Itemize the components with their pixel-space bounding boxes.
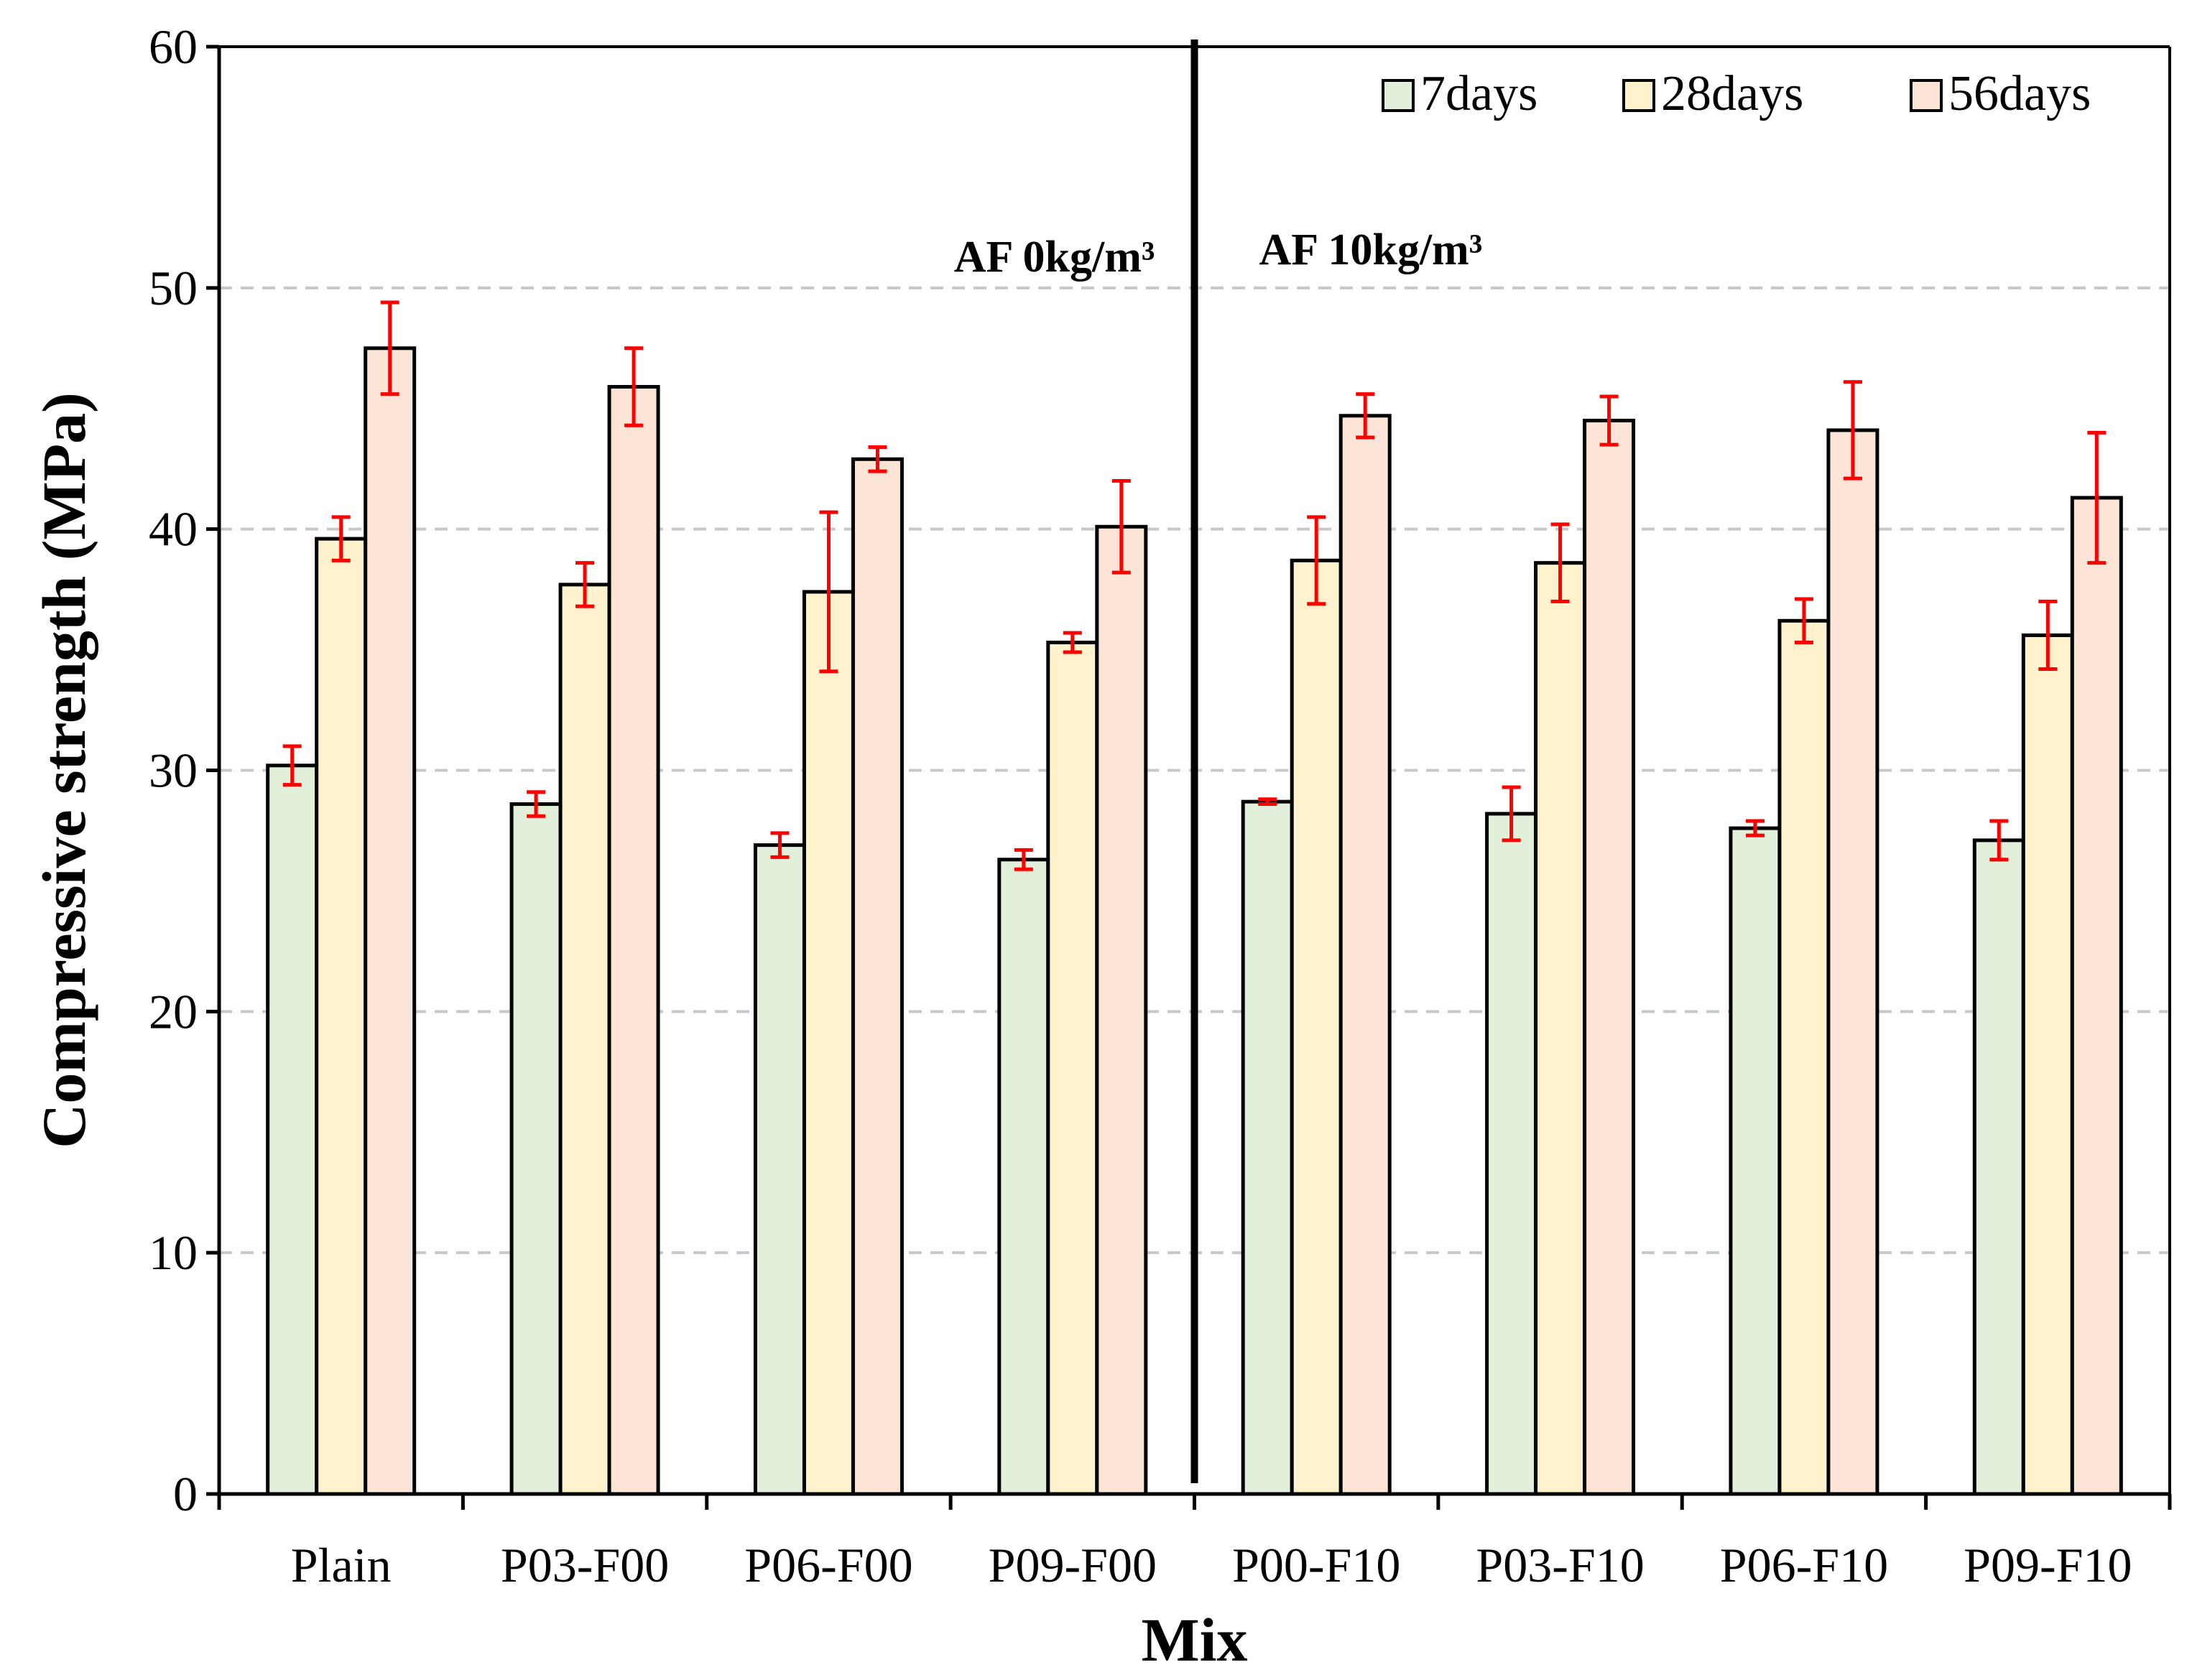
bar-7days-P03-F10 bbox=[1485, 812, 1538, 1496]
bar-28days-P09-F00 bbox=[1046, 641, 1099, 1496]
bar-7days-P09-F00 bbox=[997, 858, 1050, 1496]
x-tick-label-P06-F10: P06-F10 bbox=[1720, 1538, 1888, 1592]
bar-56days-P03-F00 bbox=[607, 385, 660, 1496]
x-tick-label-P06-F00: P06-F00 bbox=[744, 1538, 912, 1592]
error-bar-28days-P09-F10 bbox=[2038, 599, 2058, 671]
bar-56days-P06-F00 bbox=[851, 457, 904, 1496]
bar-28days-P06-F00 bbox=[802, 590, 855, 1496]
y-tick-labels: 0 10 20 30 40 50 60 bbox=[149, 19, 198, 1521]
bar-7days-P00-F10 bbox=[1241, 799, 1294, 1496]
error-bars bbox=[282, 300, 2107, 871]
bar-28days-P00-F10 bbox=[1290, 558, 1343, 1496]
error-bar-28days-P03-F00 bbox=[575, 561, 595, 608]
error-bar-28days-P00-F10 bbox=[1307, 515, 1326, 606]
legend-swatch-28days bbox=[1622, 79, 1655, 112]
error-bar-28days-P06-F00 bbox=[819, 510, 838, 674]
x-tick-label-P09-F00: P09-F00 bbox=[989, 1538, 1157, 1592]
error-bar-7days-P00-F10 bbox=[1258, 797, 1277, 807]
bar-28days-P03-F10 bbox=[1534, 561, 1587, 1496]
error-bar-56days-P00-F10 bbox=[1356, 392, 1375, 440]
bar-56days-P09-F10 bbox=[2070, 496, 2123, 1496]
x-tick-label-P03-F10: P03-F10 bbox=[1476, 1538, 1644, 1592]
x-tick-labels: Plain P03-F00 P06-F00 P09-F00 P00-F10 P03-F10… bbox=[291, 1538, 2132, 1592]
error-bar-56days-P06-F00 bbox=[868, 445, 887, 473]
error-bar-56days-P09-F00 bbox=[1111, 479, 1131, 575]
bar-56days-P09-F00 bbox=[1095, 524, 1148, 1496]
legend-label-7days: 7days bbox=[1420, 66, 1537, 121]
error-bar-7days-P06-F10 bbox=[1745, 819, 1765, 837]
bar-56days-Plain bbox=[364, 346, 417, 1496]
bar-56days-P00-F10 bbox=[1338, 414, 1392, 1496]
error-bar-28days-P03-F10 bbox=[1550, 522, 1570, 603]
y-tick-label-60: 60 bbox=[149, 19, 198, 74]
bar-56days-P06-F10 bbox=[1826, 428, 1879, 1496]
bar-7days-Plain bbox=[266, 764, 319, 1496]
bar-7days-P06-F00 bbox=[753, 843, 806, 1496]
error-bar-7days-P06-F00 bbox=[770, 831, 790, 859]
bar-7days-P03-F00 bbox=[509, 802, 563, 1496]
y-tick-label-20: 20 bbox=[149, 984, 198, 1039]
y-tick-label-30: 30 bbox=[149, 743, 198, 798]
bar-28days-Plain bbox=[315, 537, 368, 1496]
error-bar-28days-P06-F10 bbox=[1794, 597, 1813, 645]
x-tick-label-P09-F10: P09-F10 bbox=[1964, 1538, 2132, 1592]
bar-56days-P03-F10 bbox=[1583, 419, 1636, 1496]
x-tick-label-Plain: Plain bbox=[291, 1538, 392, 1592]
bar-marks bbox=[266, 346, 2123, 1496]
error-bar-7days-P09-F10 bbox=[1989, 819, 2009, 862]
legend: 7days 28days 56days bbox=[1382, 66, 2091, 121]
legend-label-56days: 56days bbox=[1948, 66, 2091, 121]
x-axis-title: Mix bbox=[1141, 1605, 1247, 1674]
error-bar-28days-Plain bbox=[331, 515, 351, 562]
error-bar-56days-P09-F10 bbox=[2087, 430, 2107, 565]
annotation-af-10: AF 10kg/m³ bbox=[1259, 226, 1483, 274]
y-tick-label-0: 0 bbox=[173, 1467, 198, 1521]
x-tick-label-P00-F10: P00-F10 bbox=[1232, 1538, 1400, 1592]
y-tick-label-50: 50 bbox=[149, 261, 198, 315]
annotation-af-0: AF 0kg/m³ bbox=[954, 233, 1155, 282]
legend-label-28days: 28days bbox=[1661, 66, 1803, 121]
error-bar-56days-P03-F00 bbox=[624, 346, 644, 427]
error-bar-28days-P09-F00 bbox=[1063, 631, 1082, 654]
y-tick-label-10: 10 bbox=[149, 1225, 198, 1280]
error-bar-7days-P03-F10 bbox=[1502, 785, 1521, 843]
bar-7days-P06-F10 bbox=[1729, 826, 1782, 1496]
legend-item-7days: 7days bbox=[1382, 66, 1537, 121]
legend-swatch-7days bbox=[1382, 79, 1415, 112]
error-bar-7days-P09-F00 bbox=[1014, 848, 1033, 871]
error-bar-56days-Plain bbox=[380, 300, 399, 396]
error-bar-56days-P06-F10 bbox=[1843, 380, 1862, 481]
x-tick-label-P03-F00: P03-F00 bbox=[501, 1538, 669, 1592]
legend-swatch-56days bbox=[1910, 79, 1943, 112]
bar-7days-P09-F10 bbox=[1972, 838, 2025, 1496]
bar-28days-P06-F10 bbox=[1777, 618, 1831, 1496]
y-axis-title: Compressive strength (MPa) bbox=[29, 392, 98, 1148]
bar-28days-P09-F10 bbox=[2021, 633, 2074, 1496]
error-bar-7days-P03-F00 bbox=[527, 790, 546, 818]
legend-item-56days: 56days bbox=[1910, 66, 2091, 121]
error-bar-7days-Plain bbox=[282, 744, 302, 787]
error-bar-56days-P03-F10 bbox=[1599, 394, 1619, 447]
legend-item-28days: 28days bbox=[1622, 66, 1803, 121]
y-tick-label-40: 40 bbox=[149, 502, 198, 557]
bar-28days-P03-F00 bbox=[558, 583, 611, 1496]
